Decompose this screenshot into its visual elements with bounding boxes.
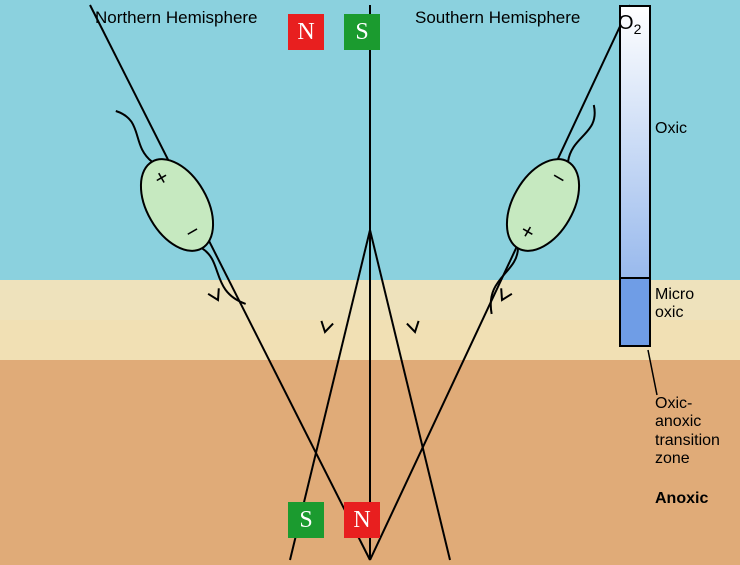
magnetotaxis-diagram: +− −+ Northern Hemisphere Southern Hemisphe… <box>0 0 740 565</box>
bacterium-cell: +− <box>95 93 263 324</box>
o2-text: O <box>618 12 634 34</box>
transition-zone-label-line: zone <box>655 450 735 468</box>
northern-hemisphere-label: Northern Hemisphere <box>95 8 258 28</box>
o2-label: O2 <box>618 12 641 37</box>
pole-box-bottom-s: S <box>288 502 324 538</box>
microoxic-label-line: oxic <box>655 304 735 322</box>
anoxic-label-line: Anoxic <box>655 490 735 508</box>
transition-zone-label-line: Oxic-anoxic <box>655 395 735 432</box>
oxic-label-line: Oxic <box>655 120 735 138</box>
o2-sub: 2 <box>634 21 642 37</box>
transition-zone-label: Oxic-anoxictransitionzone <box>655 395 735 469</box>
pole-box-top-n: N <box>288 14 324 50</box>
diagram-svg: +− −+ <box>0 0 740 565</box>
transition-zone-label-line: transition <box>655 432 735 450</box>
bacterium-cell: −+ <box>457 93 625 324</box>
anoxic-label: Anoxic <box>655 490 735 508</box>
pole-box-top-s: S <box>344 14 380 50</box>
southern-hemisphere-label: Southern Hemisphere <box>415 8 580 28</box>
microoxic-label: Microoxic <box>655 286 735 323</box>
pole-box-bottom-n: N <box>344 502 380 538</box>
microoxic-label-line: Micro <box>655 286 735 304</box>
oxic-label: Oxic <box>655 120 735 138</box>
